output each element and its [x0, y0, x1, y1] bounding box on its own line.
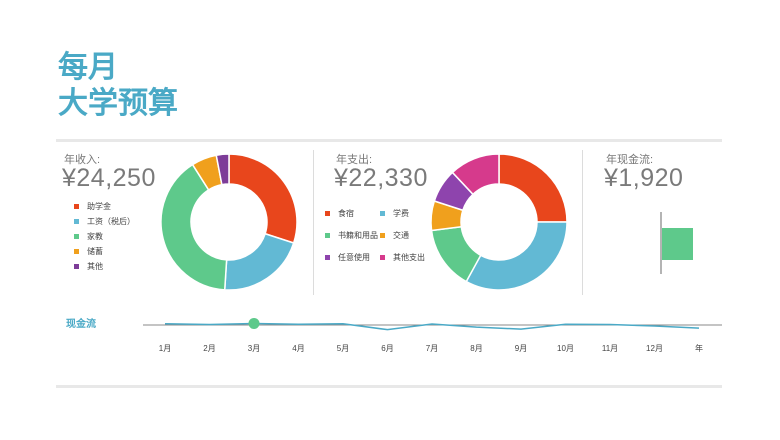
month-tick-label: 10月 — [557, 344, 574, 353]
expense-slice-1 — [498, 153, 568, 223]
expense-donut-chart — [430, 153, 568, 291]
income-legend-swatch — [74, 234, 79, 239]
top-divider — [56, 139, 722, 142]
income-legend-item: 助学金 — [74, 199, 135, 214]
cashflow-bar-chart — [660, 212, 693, 274]
expense-legend-swatch — [380, 210, 385, 216]
expense-legend-swatch — [325, 210, 330, 216]
month-tick-label: 2月 — [203, 344, 216, 353]
income-slice-3 — [160, 163, 228, 291]
month-tick-label: 7月 — [425, 344, 439, 353]
expense-legend-label: 任意使用 — [338, 252, 370, 262]
income-legend-swatch — [74, 219, 79, 224]
title-line-2: 大学预算 — [58, 86, 178, 121]
cashflow-bar — [662, 228, 693, 260]
expense-legend-item: 任意使用 — [325, 246, 380, 268]
expense-legend-label: 食宿 — [338, 208, 354, 218]
expense-legend-label: 书籍和用品 — [338, 230, 378, 240]
expense-legend-item: 食宿 — [325, 202, 380, 224]
income-slice-5 — [215, 153, 230, 186]
cashflow-line-chart — [143, 317, 722, 331]
title-line-1: 每月 — [58, 50, 118, 85]
income-slice-1 — [228, 153, 298, 244]
expense-legend: 食宿 学费书籍和用品 交通任意使用 其他支出 — [325, 202, 435, 268]
month-tick-label: 6月 — [381, 344, 394, 353]
bottom-divider — [56, 385, 722, 388]
month-tick-label: 年 — [695, 344, 703, 353]
expense-legend-swatch — [380, 232, 385, 238]
income-legend-item: 家教 — [74, 229, 135, 244]
expense-legend-swatch — [380, 254, 385, 260]
month-tick-label: 1月 — [158, 344, 172, 353]
month-tick-label: 8月 — [470, 344, 483, 353]
cashflow-total: ¥1,920 — [604, 164, 684, 192]
expense-legend-item: 交通 — [380, 224, 435, 246]
expense-legend-swatch — [325, 254, 330, 260]
income-legend: 助学金工资（税后） 家教储蓄其他 — [74, 199, 135, 274]
income-legend-label: 工资（税后） — [87, 217, 135, 226]
income-label: 年收入: — [64, 154, 101, 166]
income-legend-swatch — [74, 264, 79, 269]
month-tick-label: 4月 — [292, 344, 305, 353]
cashflow-line-title: 现金流 — [66, 319, 96, 330]
expense-slice-2 — [465, 221, 568, 291]
cashflow-highlight-point — [248, 317, 260, 329]
expense-legend-item: 书籍和用品 — [325, 224, 380, 246]
expense-legend-label: 交通 — [393, 230, 409, 240]
income-legend-label: 家教 — [87, 232, 103, 241]
income-donut-chart — [160, 153, 298, 291]
month-tick-label: 3月 — [247, 344, 261, 353]
page-title: 每月 大学预算 — [58, 50, 178, 122]
income-legend-label: 储蓄 — [87, 247, 103, 256]
income-legend-label: 助学金 — [87, 202, 111, 211]
income-legend-item: 工资（税后） — [74, 214, 135, 229]
expense-legend-item: 学费 — [380, 202, 435, 224]
expense-legend-label: 学费 — [393, 208, 409, 218]
month-tick-label: 9月 — [514, 344, 528, 353]
income-slice-2 — [223, 232, 295, 291]
expense-slice-6 — [451, 153, 500, 196]
section-divider-2 — [582, 150, 583, 295]
expense-label: 年支出: — [336, 154, 373, 166]
expense-legend-swatch — [325, 232, 330, 238]
section-divider-1 — [313, 150, 314, 295]
month-tick-label: 12月 — [646, 344, 663, 353]
income-legend-swatch — [74, 249, 79, 254]
income-legend-item: 其他 — [74, 259, 135, 274]
income-legend-swatch — [74, 204, 79, 209]
month-tick-label: 5月 — [336, 344, 350, 353]
cashflow-label: 年现金流: — [606, 154, 654, 166]
cashflow-series-line — [164, 322, 700, 331]
income-legend-item: 储蓄 — [74, 244, 135, 259]
expense-legend-item: 其他支出 — [380, 246, 435, 268]
expense-total: ¥22,330 — [334, 164, 428, 192]
income-total: ¥24,250 — [62, 164, 156, 192]
income-legend-label: 其他 — [87, 262, 103, 271]
month-tick-label: 11月 — [601, 344, 619, 353]
expense-legend-label: 其他支出 — [393, 252, 425, 262]
